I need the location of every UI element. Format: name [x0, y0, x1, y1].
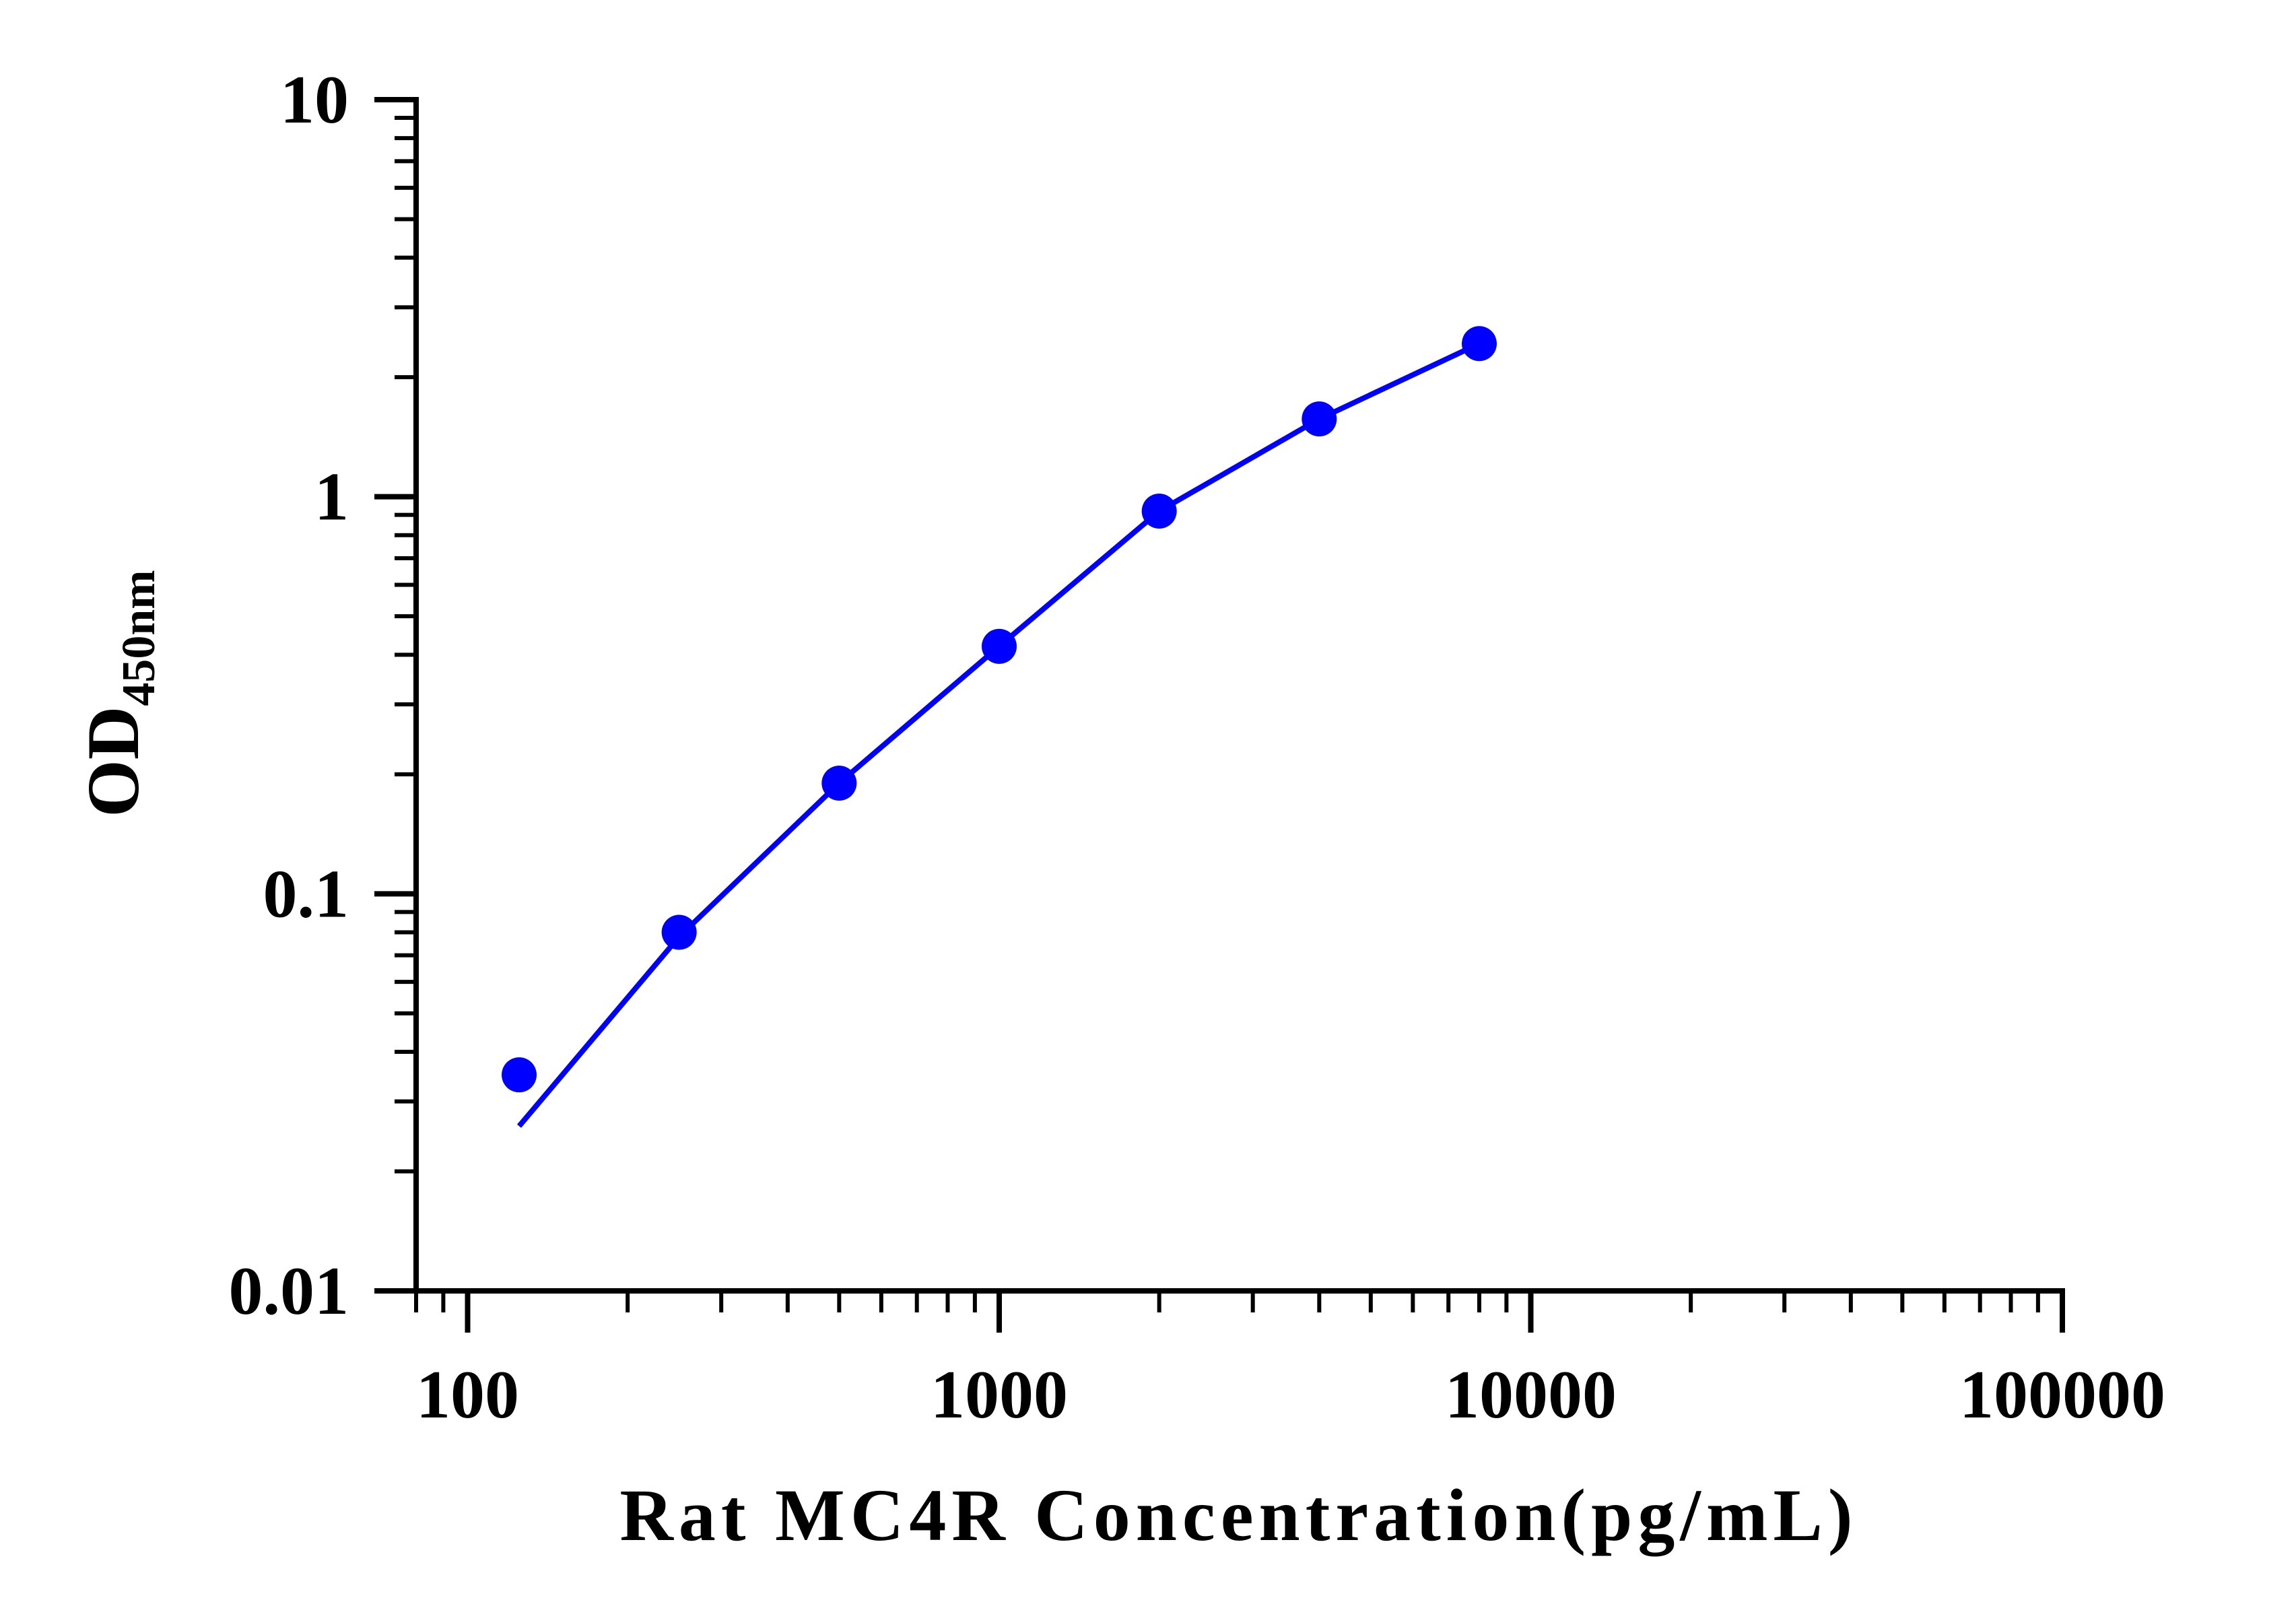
- x-axis-tick-labels: 100 1000 10000 100000: [416, 1357, 2165, 1433]
- y-tick-label: 0.01: [229, 1253, 349, 1329]
- x-tick-label: 100: [416, 1357, 519, 1433]
- y-axis-title-subscript: 450nm: [113, 570, 165, 706]
- data-point: [1461, 326, 1497, 362]
- data-point: [1141, 494, 1177, 529]
- y-axis-title: OD450nm: [72, 570, 165, 817]
- y-axis-ticks: [374, 97, 416, 1294]
- x-tick-label: 1000: [931, 1357, 1068, 1433]
- y-axis-tick-labels: 0.01 0.1 1 10: [229, 62, 349, 1329]
- fit-curve: [516, 341, 1481, 1128]
- axes: [413, 97, 2065, 1294]
- x-tick-label: 10000: [1445, 1357, 1617, 1433]
- data-point: [1302, 401, 1337, 437]
- data-point: [821, 765, 857, 801]
- y-tick-label: 1: [314, 459, 349, 535]
- series-group: [502, 326, 1497, 1128]
- x-axis-ticks: [414, 1291, 2065, 1333]
- data-point: [661, 914, 697, 950]
- data-point: [502, 1057, 537, 1093]
- x-axis-title: Rat MC4R Concentration(pg/mL): [619, 1474, 1858, 1556]
- y-tick-label: 0.1: [263, 856, 349, 932]
- data-point: [982, 628, 1017, 664]
- y-axis-title-main: OD: [72, 706, 154, 817]
- x-tick-label: 100000: [1959, 1357, 2165, 1433]
- y-tick-label: 10: [280, 62, 349, 138]
